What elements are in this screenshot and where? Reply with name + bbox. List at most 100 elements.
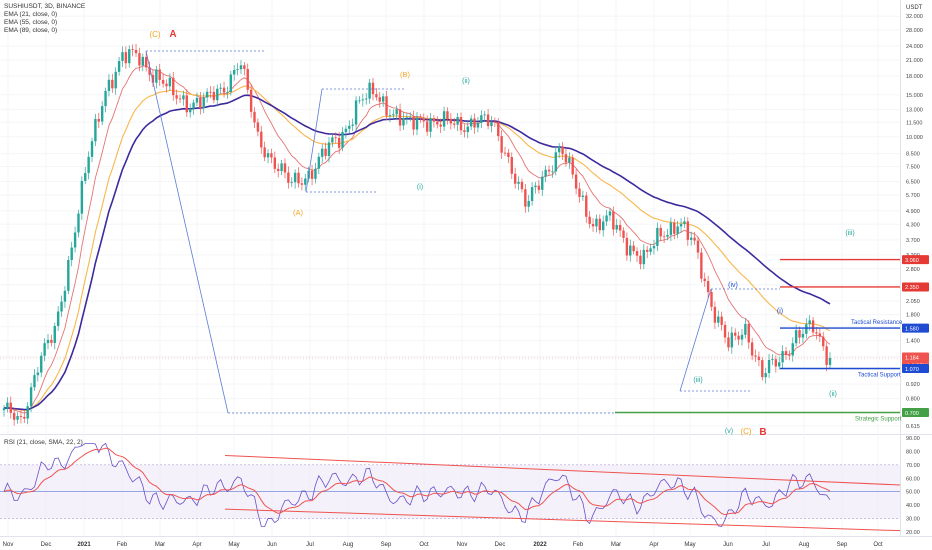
candle-body <box>669 222 673 235</box>
candle-body <box>53 325 56 343</box>
candle-body <box>520 181 524 190</box>
badge-tactical-support-text: 1.070 <box>905 367 919 373</box>
price-tick-label: 8.500 <box>906 152 920 158</box>
candle-body <box>212 91 216 101</box>
candle-body <box>188 108 192 113</box>
candle-body <box>168 77 172 87</box>
time-tick-label: May <box>684 542 695 548</box>
candle-body <box>402 118 405 126</box>
rsi-tick-label: 60.00 <box>906 476 920 482</box>
candle-body <box>456 117 459 125</box>
candle-body <box>239 65 243 70</box>
candle-body <box>527 200 530 207</box>
price-tick-label: 4.900 <box>906 209 920 215</box>
candle-body <box>392 114 395 116</box>
wave-label-c2: (C) <box>740 427 751 436</box>
rsi-tick-label: 30.00 <box>906 517 920 523</box>
candle-body <box>781 351 784 363</box>
candle-body <box>601 221 605 231</box>
candle-body <box>300 183 304 185</box>
price-tick-label: 18.000 <box>906 74 923 80</box>
candle-body <box>740 334 744 340</box>
candle-body <box>652 245 656 249</box>
candle-body <box>778 362 781 367</box>
candle-body <box>493 121 497 123</box>
candle-body <box>378 97 381 102</box>
candle-body <box>29 387 33 407</box>
price-tick-label: 15.000 <box>906 93 923 99</box>
wave-label-ii-small: (ii) <box>829 391 837 398</box>
candle-body <box>507 152 510 158</box>
badge-resistance-top-text: 3.060 <box>905 258 919 264</box>
price-tick-label: 11.500 <box>906 120 922 126</box>
measure-rise-c <box>679 288 712 392</box>
candle-body <box>314 168 317 179</box>
candle-body <box>412 116 415 130</box>
candle-body <box>84 173 87 181</box>
candle-body <box>720 316 723 325</box>
candle-body <box>141 56 144 66</box>
time-tick-label: Aug <box>799 542 810 548</box>
candle-body <box>700 252 703 279</box>
candle-body <box>331 137 334 143</box>
candle-body <box>23 416 26 419</box>
candle-body <box>503 152 507 154</box>
candle-body <box>409 116 412 118</box>
time-tick-label: Mar <box>155 542 165 548</box>
candle-body <box>134 49 138 54</box>
candle-body <box>405 117 409 119</box>
candle-body <box>2 408 6 411</box>
candle-body <box>757 356 761 361</box>
candle-body <box>774 359 778 367</box>
candle-body <box>771 359 774 360</box>
candle-body <box>236 69 239 71</box>
candle-body <box>40 355 43 373</box>
candle-body <box>581 195 585 197</box>
candle-body <box>551 171 554 173</box>
candle-body <box>801 333 805 338</box>
candle-body <box>706 281 710 293</box>
candle-body <box>486 114 490 127</box>
candle-body <box>639 255 642 265</box>
price-tick-label: 32.000 <box>906 14 923 20</box>
candle-body <box>811 320 815 333</box>
candle-body <box>808 320 811 325</box>
candle-body <box>324 148 327 156</box>
candle-body <box>9 402 12 413</box>
candle-body <box>155 69 158 83</box>
rsi-sma-line <box>3 447 831 516</box>
candle-body <box>260 131 263 148</box>
rsi-tick-label: 90.00 <box>906 436 920 442</box>
time-tick-label: 2021 <box>77 542 91 548</box>
time-tick-label: May <box>228 542 239 548</box>
price-tick-label: 1.400 <box>906 339 920 345</box>
candle-body <box>73 232 77 248</box>
candle-body <box>432 118 436 122</box>
candle-body <box>104 90 107 107</box>
candle-body <box>33 375 36 388</box>
wave-label-i-small: (i) <box>777 308 783 315</box>
candle-body <box>50 339 53 343</box>
wave-label-b-top: (B) <box>400 70 411 79</box>
candle-body <box>615 225 618 230</box>
candle-body <box>818 333 822 337</box>
wave-label-ii-top: (ii) <box>462 78 470 85</box>
badge-strategic-support <box>902 408 929 418</box>
candle-body <box>97 118 100 122</box>
candle-body <box>679 224 683 227</box>
candle-body <box>219 87 222 89</box>
candle-body <box>398 109 402 126</box>
candle-body <box>730 332 734 348</box>
price-tick-label: 0.800 <box>906 397 920 403</box>
wave-label-c1: (C) <box>149 30 160 39</box>
candle-body <box>805 324 808 334</box>
badge-tactical-resistance-text: 1.580 <box>905 326 919 332</box>
candle-body <box>622 230 625 238</box>
candle-body <box>185 95 189 113</box>
candle-body <box>138 53 141 66</box>
candle-body <box>497 122 500 137</box>
candle-body <box>90 141 94 157</box>
candle-body <box>321 148 324 157</box>
candle-body <box>466 126 469 133</box>
